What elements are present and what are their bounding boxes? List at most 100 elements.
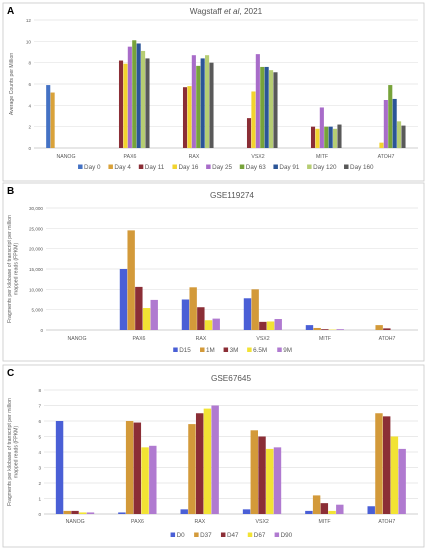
bar-vsx2-d47 [258, 436, 266, 514]
bar-mitf-day-11 [310, 126, 316, 148]
x-tick-label: RAX [189, 154, 200, 160]
x-tick-label: VSX2 [251, 154, 264, 160]
bar-mitf-d37 [312, 495, 321, 514]
y-tick-label: 2 [38, 481, 41, 486]
bar-rax-day-25 [191, 55, 196, 149]
bar-atoh7-1m [375, 325, 383, 330]
bar-rax-3m [197, 307, 205, 330]
y-tick-label: 25,000 [29, 226, 43, 231]
bar-pax6-d90 [149, 445, 157, 514]
y-tick-label: 0 [28, 146, 31, 151]
y-tick-label: 12 [26, 18, 32, 23]
legend-label: D0 [177, 532, 186, 539]
x-tick-label: ATOH7 [378, 519, 395, 525]
bar-pax6-6.5m [142, 308, 151, 330]
x-tick-label: PAX6 [131, 519, 144, 525]
chart-title: Wagstaff et al, 2021 [190, 7, 263, 16]
legend-label: Day 25 [212, 164, 232, 171]
bar-vsx2-d90 [273, 447, 282, 514]
x-tick-label: MITF [319, 336, 331, 342]
y-tick-label: 0 [38, 512, 41, 517]
y-tick-label: 30,000 [29, 206, 43, 211]
legend-label: Day 91 [279, 164, 299, 171]
bar-rax-day-63 [196, 65, 201, 148]
bar-nanog-day-4 [50, 92, 55, 148]
legend-swatch [78, 164, 83, 169]
bar-atoh7-d0 [367, 506, 375, 514]
legend-swatch [277, 347, 282, 352]
legend-swatch [344, 164, 349, 169]
legend-label: 1M [206, 347, 215, 354]
bar-atoh7-day-16 [379, 142, 384, 148]
legend-label: Day 4 [114, 164, 131, 171]
bar-atoh7-day-91 [392, 98, 397, 148]
y-tick-label: 7 [38, 404, 41, 409]
bar-mitf-d47 [320, 503, 329, 514]
bar-rax-day-16 [187, 86, 192, 148]
bar-atoh7-d37 [375, 413, 383, 514]
x-tick-label: ATOH7 [378, 154, 395, 160]
legend-swatch [220, 532, 226, 537]
bar-pax6-d15 [119, 269, 128, 330]
y-axis-label: Fragments per kilobase of transcript per… [7, 398, 20, 506]
legend-label: D67 [254, 532, 266, 539]
legend-label: D15 [179, 347, 191, 354]
y-tick-label: 6 [28, 82, 31, 87]
legend-swatch [247, 532, 253, 537]
y-tick-label: 4 [38, 450, 41, 455]
bar-mitf-3m [321, 329, 329, 330]
bar-vsx2-day-11 [246, 118, 252, 148]
bar-atoh7-day-120 [397, 121, 402, 148]
legend-label: D90 [281, 532, 293, 539]
x-tick-label: VSX2 [256, 336, 269, 342]
bar-mitf-d90 [336, 504, 344, 514]
bar-mitf-d15 [305, 325, 314, 330]
y-tick-label: 8 [38, 388, 41, 393]
x-tick-label: NANOG [56, 154, 75, 160]
legend-swatch [247, 347, 252, 352]
y-tick-label: 5,000 [32, 308, 44, 313]
legend-swatch [200, 347, 205, 352]
legend-label: 9M [283, 347, 292, 354]
bar-atoh7-d90 [398, 448, 406, 514]
bar-rax-9m [212, 318, 220, 330]
x-tick-label: PAX6 [133, 336, 146, 342]
legend-label: Day 16 [178, 164, 198, 171]
bar-pax6-d0 [118, 512, 126, 514]
bar-rax-d67 [203, 408, 212, 514]
panel-label: C [7, 368, 14, 379]
bar-mitf-day-16 [315, 128, 320, 148]
x-tick-label: ATOH7 [379, 336, 396, 342]
legend-swatch [273, 164, 278, 169]
bar-vsx2-day-16 [251, 91, 256, 148]
y-tick-label: 8 [28, 61, 31, 66]
bar-rax-d0 [180, 509, 188, 514]
y-tick-label: 20,000 [29, 247, 43, 252]
legend-swatch [194, 532, 199, 537]
bar-vsx2-6.5m [266, 321, 275, 330]
bar-vsx2-day-25 [255, 54, 260, 149]
x-tick-label: PAX6 [124, 154, 137, 160]
y-tick-label: 3 [38, 466, 41, 471]
legend-label: Day 11 [145, 164, 165, 171]
bar-rax-1m [189, 287, 197, 330]
bar-mitf-day-120 [333, 128, 338, 148]
x-tick-label: VSX2 [256, 519, 269, 525]
bar-vsx2-day-91 [264, 66, 269, 148]
y-tick-label: 1 [38, 497, 41, 502]
chart-panel-a: A Wagstaff et al, 2021 0 2 4 6 8 10 12 Average Co… [2, 2, 425, 182]
panel-label: A [7, 6, 14, 17]
bar-atoh7-day-25 [383, 100, 388, 148]
chart-panel-b: B GSE119274 0 5,000 10,000 15,000 20,000 25,000… [2, 182, 425, 362]
y-tick-label: 0 [40, 328, 43, 333]
bar-mitf-9m [336, 329, 344, 330]
bar-vsx2-3m [259, 321, 267, 330]
bar-rax-day-11 [182, 87, 188, 148]
x-tick-label: RAX [196, 336, 207, 342]
bar-pax6-d67 [141, 447, 149, 514]
bar-atoh7-d67 [390, 436, 399, 514]
bar-rax-day-160 [209, 62, 214, 148]
y-tick-label: 6 [38, 419, 41, 424]
bar-pax6-day-11 [118, 60, 124, 148]
